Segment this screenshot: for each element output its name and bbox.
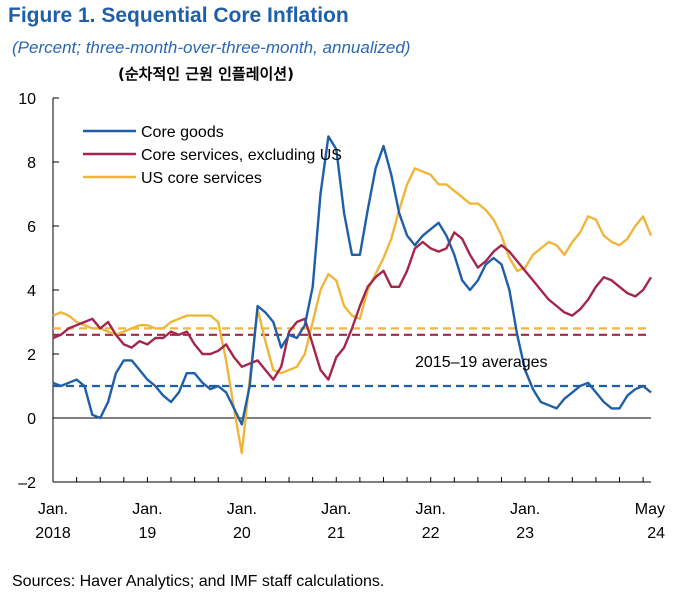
y-tick-label: 2 [27, 347, 36, 364]
y-tick-label: 0 [27, 411, 36, 428]
series-line [52, 135, 652, 426]
series-lines [52, 135, 653, 455]
x-tick-label-year: 23 [516, 525, 534, 542]
chart-title: Figure 1. Sequential Core Inflation [8, 4, 349, 27]
x-tick-label-year: 22 [422, 525, 440, 542]
x-tick-label-year: 2018 [35, 525, 71, 542]
series-line [52, 167, 653, 455]
y-tick-label: 8 [27, 155, 36, 172]
x-tick-label-year: 20 [233, 525, 251, 542]
x-tick-label: Jan. [132, 501, 162, 518]
y-tick-label: –2 [18, 475, 36, 492]
y-tick-label: 6 [27, 219, 36, 236]
source-note: Sources: Haver Analytics; and IMF staff … [12, 573, 385, 590]
y-tick-label: 4 [27, 283, 36, 300]
x-tick-label: Jan. [510, 501, 540, 518]
x-tick-label: Jan. [38, 501, 68, 518]
legend-label: Core goods [141, 124, 224, 141]
legend-label: US core services [141, 170, 262, 187]
chart-subtitle-korean: (순차적인 근원 인플레이션) [118, 65, 294, 83]
y-tick-label: 10 [18, 91, 36, 108]
legend-label: Core services, excluding US [141, 147, 342, 164]
series-line [52, 231, 653, 381]
axes: 1086420–2Jan.2018Jan.19Jan.20Jan.21Jan.2… [18, 91, 665, 542]
x-tick-label: Jan. [227, 501, 257, 518]
x-tick-label: Jan. [321, 501, 351, 518]
chart-subtitle: (Percent; three-month-over-three-month, … [12, 38, 411, 57]
x-tick-label-year: 19 [139, 525, 157, 542]
x-tick-label-year: 21 [327, 525, 345, 542]
x-tick-label-year: 24 [647, 525, 665, 542]
average-lines [53, 327, 651, 388]
x-tick-label: Jan. [416, 501, 446, 518]
x-tick-label: May [635, 501, 665, 518]
averages-annotation: 2015–19 averages [415, 354, 548, 371]
legend: Core goods Core services, excluding US US … [83, 124, 342, 187]
